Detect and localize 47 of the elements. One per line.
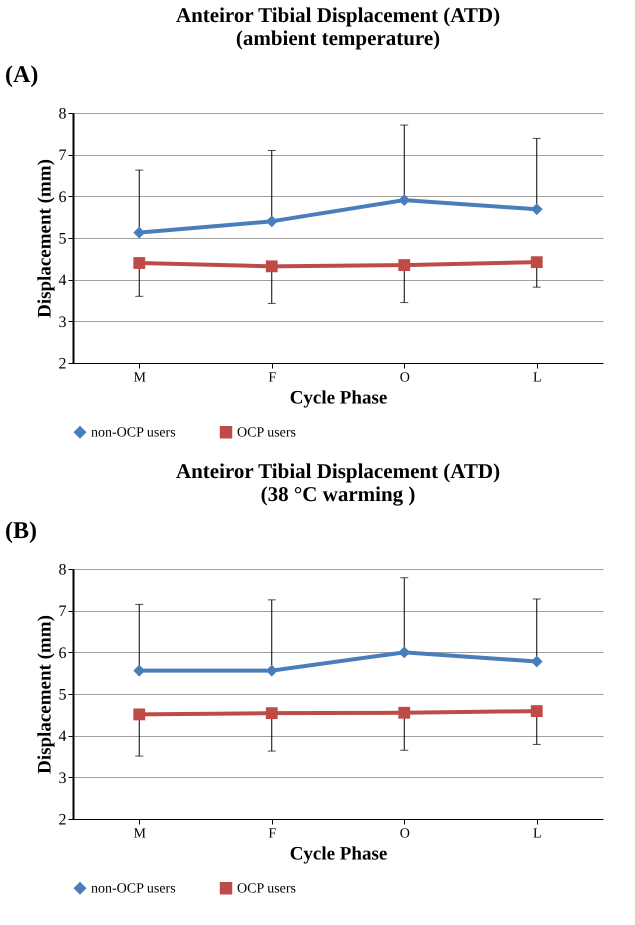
point xyxy=(530,256,543,268)
y-tick-label: 4 xyxy=(58,728,66,746)
point xyxy=(266,260,278,272)
y-tick-label: 3 xyxy=(58,770,66,787)
y-tick-label: 4 xyxy=(58,272,66,290)
x-tick-label: O xyxy=(400,826,410,842)
point xyxy=(530,656,543,668)
x-tick-label: O xyxy=(400,370,410,386)
x-tick-label: M xyxy=(134,370,147,386)
x-tick-label: F xyxy=(268,370,276,386)
y-tick-label: 2 xyxy=(58,356,66,372)
legend-label: non-OCP users xyxy=(91,881,176,896)
point xyxy=(133,226,146,238)
x-tick-label: L xyxy=(532,370,542,386)
legend-label: OCP users xyxy=(237,425,296,440)
point xyxy=(398,259,410,271)
point xyxy=(266,215,278,228)
x-tick-label: F xyxy=(268,826,276,842)
text: (B) xyxy=(5,518,37,544)
legend-label: OCP users xyxy=(237,881,296,896)
y-tick-label: 8 xyxy=(58,562,66,578)
x-axis-title: Cycle Phase xyxy=(290,388,388,408)
y-tick-label: 5 xyxy=(58,230,66,248)
point xyxy=(133,257,146,269)
y-tick-label: 6 xyxy=(58,188,66,206)
point xyxy=(398,646,410,658)
y-tick-label: 2 xyxy=(58,812,66,828)
point xyxy=(530,705,543,717)
point xyxy=(398,706,410,719)
chart-title: Anteiror Tibial Displacement (ATD) (38 °C warming ) xyxy=(176,459,500,506)
y-tick-label: 5 xyxy=(58,686,66,704)
chart-title: Anteiror Tibial Displacement (ATD) (ambient temperature) xyxy=(176,3,500,50)
point xyxy=(266,707,278,720)
y-axis-title: Displacement (mm) xyxy=(34,159,56,318)
x-tick-label: L xyxy=(532,826,542,842)
y-tick-label: 6 xyxy=(58,644,66,662)
y-tick-label: 3 xyxy=(58,314,66,331)
y-tick-label: 7 xyxy=(58,603,66,620)
x-tick-label: M xyxy=(134,826,147,842)
text: (A) xyxy=(5,62,38,88)
point xyxy=(530,203,543,216)
y-tick-label: 7 xyxy=(58,147,66,164)
y-axis-title: Displacement (mm) xyxy=(34,615,56,774)
point xyxy=(133,708,146,720)
y-tick-label: 8 xyxy=(58,106,66,122)
x-axis-title: Cycle Phase xyxy=(290,844,388,864)
legend-label: non-OCP users xyxy=(91,425,176,440)
